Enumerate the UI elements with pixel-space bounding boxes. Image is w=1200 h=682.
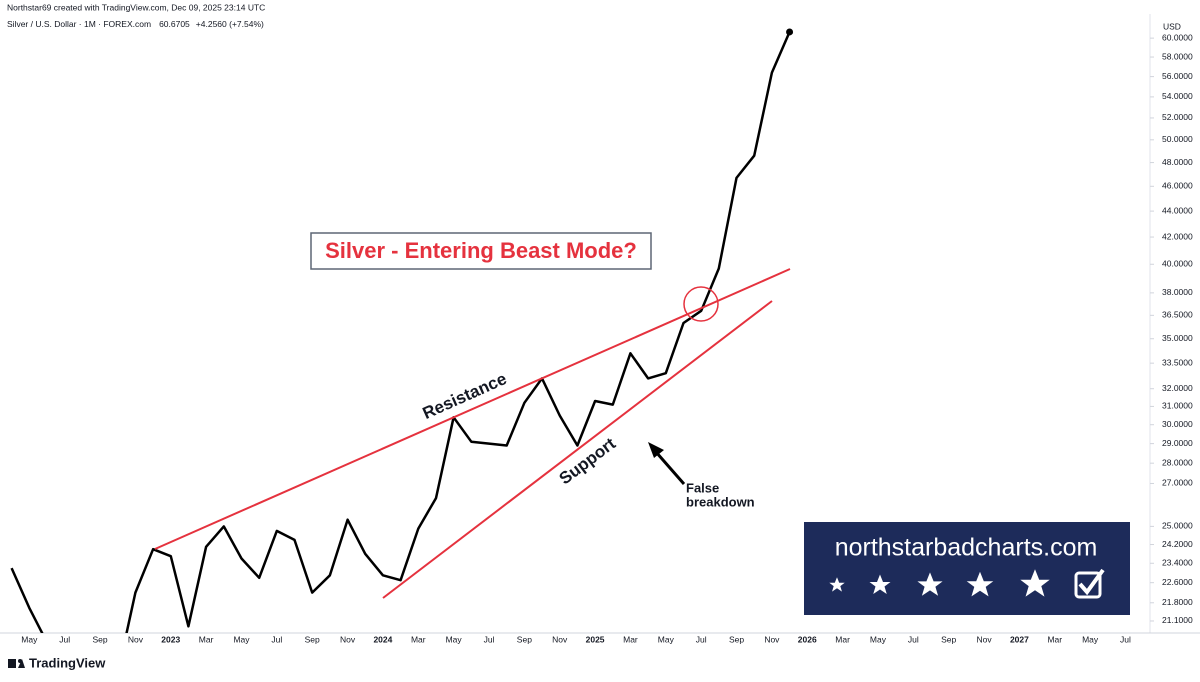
check-mark [1078, 568, 1105, 596]
y-tick-label: 52.0000 [1162, 112, 1193, 122]
symbol: Silver / U.S. Dollar · 1M · FOREX.com 60.… [7, 19, 264, 29]
x-tick-label: Jul [696, 634, 707, 644]
credit: Northstar69 created with TradingView.com… [7, 2, 265, 12]
x-tick-label: May [658, 634, 675, 644]
x-tick-label: Mar [411, 634, 426, 644]
plot [10, 28, 794, 633]
x-tick-label: Mar [199, 634, 214, 644]
price-line [10, 31, 791, 633]
x-tick-label: May [21, 634, 38, 644]
last-point [786, 28, 794, 36]
y-tick-label: 21.8000 [1162, 597, 1193, 607]
brand: TradingView [29, 655, 106, 670]
watermark: northstarbadcharts.com [835, 534, 1098, 562]
x-tick-label: Nov [764, 634, 780, 644]
resistance-line [154, 268, 791, 550]
x-tick-label: Jul [484, 634, 495, 644]
x-tick-label: May [1082, 634, 1099, 644]
y-tick-label: 27.0000 [1162, 478, 1193, 488]
annotation: Resistance [420, 369, 510, 423]
brand-logo [8, 659, 25, 668]
y-tick-label: 56.0000 [1162, 71, 1193, 81]
y-tick-label: 50.0000 [1162, 134, 1193, 144]
chart-title: Silver - Entering Beast Mode? [325, 238, 637, 263]
y-tick-label: 29.0000 [1162, 438, 1193, 448]
y-tick-label: 31.0000 [1162, 401, 1193, 411]
x-tick-label: 2024 [373, 634, 392, 644]
y-tick-label: 32.0000 [1162, 383, 1193, 393]
x-tick-label: Sep [941, 634, 956, 644]
x-tick-label: Jul [908, 634, 919, 644]
y-tick-label: 54.0000 [1162, 91, 1193, 101]
x-tick-label: 2025 [586, 634, 605, 644]
watermark-box [804, 522, 1130, 615]
y-tick-label: 25.0000 [1162, 521, 1193, 531]
x-tick-label: 2023 [161, 634, 180, 644]
y-tick-label: 46.0000 [1162, 181, 1193, 191]
x-tick-label: Sep [305, 634, 320, 644]
x-tick-label: Sep [517, 634, 532, 644]
y-tick-label: 42.0000 [1162, 231, 1193, 241]
x-tick-label: May [870, 634, 887, 644]
arrow-head [648, 442, 664, 458]
y-tick-label: 22.6000 [1162, 577, 1193, 587]
x-tick-label: 2027 [1010, 634, 1029, 644]
x-tick-label: May [446, 634, 463, 644]
y-tick-label: 21.1000 [1162, 615, 1193, 625]
y-tick-label: 60.0000 [1162, 32, 1193, 42]
annotation: False [686, 480, 719, 495]
x-tick-label: Nov [552, 634, 568, 644]
x-tick-label: Jul [59, 634, 70, 644]
y-tick-label: 24.2000 [1162, 539, 1193, 549]
y-tick-label: 23.4000 [1162, 558, 1193, 568]
x-tick-label: Nov [976, 634, 992, 644]
annotation: breakdown [686, 494, 755, 509]
y-tick-label: 28.0000 [1162, 457, 1193, 467]
y-tick-label: 36.5000 [1162, 310, 1193, 320]
y-tick-label: 40.0000 [1162, 259, 1193, 269]
x-tick-label: Mar [1047, 634, 1062, 644]
currency: USD [1163, 21, 1181, 31]
x-tick-label: Jul [271, 634, 282, 644]
x-tick-label: Nov [128, 634, 144, 644]
y-tick-label: 33.5000 [1162, 357, 1193, 367]
x-tick-label: Sep [92, 634, 107, 644]
x-tick-label: Sep [729, 634, 744, 644]
arrow [654, 451, 686, 485]
x-tick-label: 2026 [798, 634, 817, 644]
stars [829, 569, 1050, 597]
y-tick-label: 30.0000 [1162, 419, 1193, 429]
y-tick-label: 44.0000 [1162, 205, 1193, 215]
check-box [1074, 571, 1102, 599]
breakout-circle [683, 286, 719, 322]
y-tick-label: 38.0000 [1162, 287, 1193, 297]
x-tick-label: Nov [340, 634, 356, 644]
y-tick-label: 35.0000 [1162, 333, 1193, 343]
x-tick-label: Jul [1120, 634, 1131, 644]
x-tick-label: Mar [835, 634, 850, 644]
title-box [310, 232, 652, 270]
y-tick-label: 58.0000 [1162, 51, 1193, 61]
support-line [382, 300, 773, 599]
y-tick-label: 48.0000 [1162, 157, 1193, 167]
x-tick-label: May [233, 634, 250, 644]
x-tick-label: Mar [623, 634, 638, 644]
